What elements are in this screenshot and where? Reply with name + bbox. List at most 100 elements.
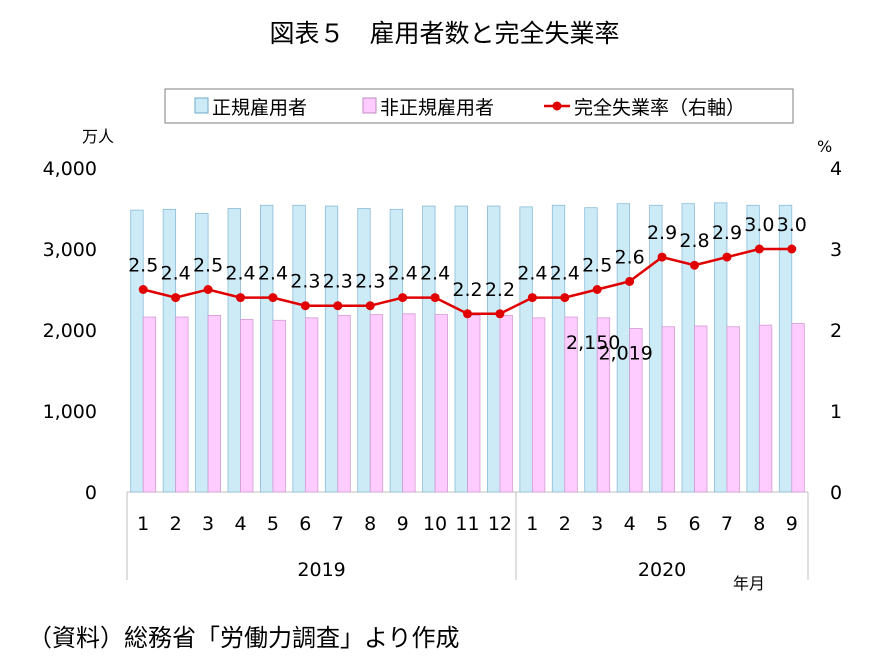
bar-nonregular — [337, 315, 351, 493]
y-right-tick: 2 — [830, 320, 842, 342]
bar-regular — [714, 202, 728, 493]
x-tick-label: 6 — [299, 513, 311, 535]
rate-point — [430, 293, 440, 303]
legend-frame — [164, 88, 794, 124]
x-tick-label: 6 — [688, 513, 700, 535]
bar-nonregular — [240, 319, 254, 493]
nonregular-label: 2,150 — [566, 332, 620, 354]
bar-nonregular — [694, 325, 708, 493]
rate-label: 2.3 — [290, 271, 320, 293]
bar-nonregular — [726, 326, 740, 493]
legend-swatch-regular — [194, 97, 209, 114]
x-tick-label: 1 — [137, 513, 149, 535]
bar-nonregular — [531, 317, 546, 493]
rate-label: 2.2 — [452, 279, 482, 301]
bar-nonregular — [434, 314, 448, 493]
rate-label: 3.0 — [777, 214, 807, 236]
rate-label: 2.4 — [388, 263, 418, 285]
rate-label: 2.5 — [193, 255, 223, 277]
legend: 正規雇用者 非正規雇用者 完全失業率（右軸） — [164, 88, 794, 124]
rate-point — [138, 285, 148, 294]
rate-label: 2.2 — [485, 279, 515, 301]
rate-point — [722, 252, 732, 262]
bar-regular — [519, 206, 533, 493]
rate-label: 2.5 — [128, 255, 158, 277]
rate-point — [495, 309, 505, 319]
year-group-label: 2020 — [638, 559, 686, 581]
rate-point — [527, 293, 537, 303]
y-left-tick: 1,000 — [43, 401, 97, 423]
rate-label: 2.4 — [550, 263, 580, 285]
rate-point — [560, 293, 570, 303]
rate-label: 2.3 — [355, 271, 385, 293]
bar-regular — [389, 208, 404, 493]
x-tick-label: 5 — [656, 513, 668, 535]
rate-label: 2.4 — [161, 263, 191, 285]
rate-label: 2.9 — [712, 222, 742, 244]
legend-swatch-nonregular — [362, 97, 377, 114]
rate-point — [657, 252, 667, 262]
x-tick-label: 3 — [202, 513, 214, 535]
legend-label-nonregular: 非正規雇用者 — [380, 97, 494, 119]
bar-regular — [357, 208, 371, 493]
rate-label: 3.0 — [744, 214, 774, 236]
y-left-tick: 4,000 — [43, 158, 97, 180]
y-right-tick: 4 — [830, 158, 842, 180]
y-left-tick: 0 — [85, 482, 97, 504]
rate-point — [592, 285, 602, 294]
rate-point — [203, 285, 213, 294]
bar-nonregular — [629, 328, 643, 493]
rate-point — [690, 260, 699, 270]
x-tick-label: 2 — [170, 513, 182, 535]
bar-nonregular — [499, 315, 513, 493]
x-tick-label: 9 — [397, 513, 409, 535]
y-right-tick: 0 — [830, 482, 842, 504]
legend-label-rate: 完全失業率（右軸） — [574, 97, 745, 119]
rate-label: 2.4 — [420, 263, 450, 285]
bar-nonregular — [272, 319, 286, 493]
rate-point — [787, 244, 797, 254]
source-note: （資料）総務省「労働力調査」より作成 — [28, 624, 460, 652]
year-group-label: 2019 — [297, 559, 345, 581]
bar-nonregular — [402, 313, 416, 493]
x-tick-label: 2 — [559, 513, 571, 535]
y-left-tick: 3,000 — [43, 239, 97, 261]
rate-label: 2.5 — [582, 255, 612, 277]
y-right-tick: 1 — [830, 401, 842, 423]
rate-point — [625, 276, 635, 286]
bar-regular — [487, 205, 501, 493]
rate-label: 2.6 — [615, 246, 645, 268]
bar-nonregular — [564, 316, 578, 493]
bar-regular — [227, 208, 241, 493]
x-tick-label: 5 — [267, 513, 279, 535]
bar-nonregular — [369, 314, 384, 493]
chart-title: 図表５ 雇用者数と完全失業率 — [269, 19, 620, 48]
bar-regular — [292, 204, 306, 493]
x-tick-label: 10 — [423, 513, 447, 535]
rate-point — [463, 309, 472, 319]
rate-point — [398, 293, 408, 303]
bar-regular — [454, 205, 468, 493]
x-tick-label: 8 — [364, 513, 376, 535]
rate-point — [333, 301, 343, 311]
legend-marker-rate — [552, 101, 562, 111]
x-axis-unit: 年月 — [733, 574, 765, 593]
bars-layer — [130, 202, 805, 493]
rate-label: 2.4 — [225, 263, 255, 285]
rate-label: 2.4 — [517, 263, 547, 285]
y-left-unit: 万人 — [82, 127, 114, 146]
y-right-tick: 3 — [830, 239, 842, 261]
bar-regular — [422, 205, 436, 493]
x-tick-label: 1 — [526, 513, 538, 535]
rate-point — [365, 301, 375, 311]
y-right-unit: % — [817, 137, 832, 156]
rate-label: 2.3 — [323, 271, 353, 293]
bar-nonregular — [791, 323, 805, 493]
legend-label-regular: 正規雇用者 — [212, 97, 307, 119]
x-tick-label: 7 — [721, 513, 733, 535]
bar-nonregular — [207, 315, 221, 493]
bar-nonregular — [596, 317, 611, 493]
x-tick-label: 8 — [753, 513, 765, 535]
